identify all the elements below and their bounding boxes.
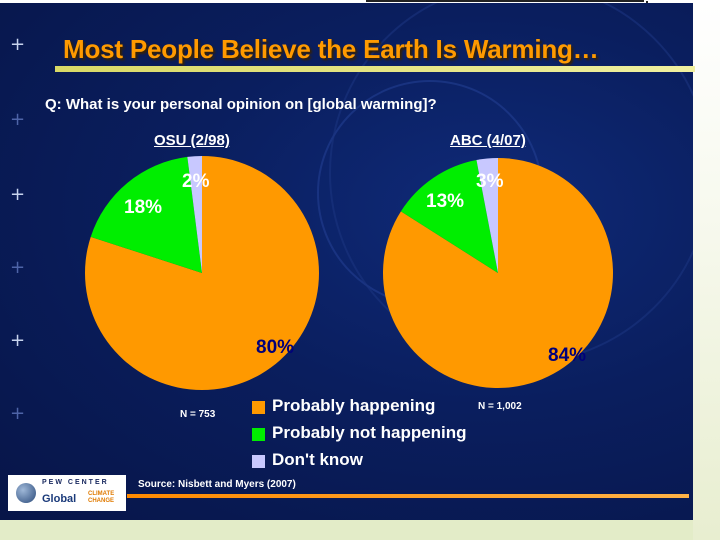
plus-decoration: + — [10, 403, 26, 424]
logo-sub-text: CLIMATE CHANGE — [88, 491, 115, 504]
right-strip — [693, 0, 720, 540]
sample-size-osu: N = 753 — [180, 409, 216, 420]
pie-slice-label: 3% — [476, 171, 504, 192]
legend-label: Don't know — [272, 450, 363, 469]
plus-decoration: + — [10, 109, 26, 130]
legend-label: Probably happening — [272, 396, 436, 415]
pie-slice-0-2 — [187, 156, 202, 273]
pie-slice-label: 2% — [182, 171, 210, 192]
sample-size-abc: N = 1,002 — [478, 401, 522, 412]
plus-decoration: + — [10, 34, 26, 55]
title-underline — [55, 66, 695, 72]
slide-title: Most People Believe the Earth Is Warming… — [63, 34, 599, 64]
source-note: Source: Nisbett and Myers (2007) — [138, 479, 296, 490]
logo-top-text: PEW CENTER — [42, 479, 109, 486]
pie-slice-1-2 — [476, 158, 498, 273]
plus-decoration: + — [10, 330, 26, 351]
source-underline — [127, 494, 689, 498]
pie-title-abc: ABC (4/07) — [450, 132, 526, 149]
pie-slice-1-1 — [400, 160, 498, 273]
legend-label: Probably not happening — [272, 423, 467, 442]
pie-slice-label: 13% — [426, 191, 464, 212]
logo-main-text: Global — [42, 493, 77, 505]
plus-decoration: + — [10, 257, 26, 278]
globe-icon — [16, 483, 36, 503]
pie-slice-label: 84% — [548, 345, 586, 366]
pie-slice-0-0 — [84, 156, 320, 391]
survey-question: Q: What is your personal opinion on [glo… — [45, 96, 437, 113]
pew-center-logo: PEW CENTER Global CLIMATE CHANGE — [8, 475, 126, 511]
plus-decoration: + — [10, 184, 26, 205]
pie-slice-label: 80% — [256, 337, 294, 358]
pie-slice-label: 18% — [124, 197, 162, 218]
legend-swatch — [252, 428, 265, 441]
legend-swatch — [252, 455, 265, 468]
top-edge — [360, 0, 650, 3]
pie-slice-0-1 — [90, 156, 202, 273]
bottom-band — [0, 520, 693, 540]
pie-title-osu: OSU (2/98) — [154, 132, 230, 149]
legend-swatch — [252, 401, 265, 414]
